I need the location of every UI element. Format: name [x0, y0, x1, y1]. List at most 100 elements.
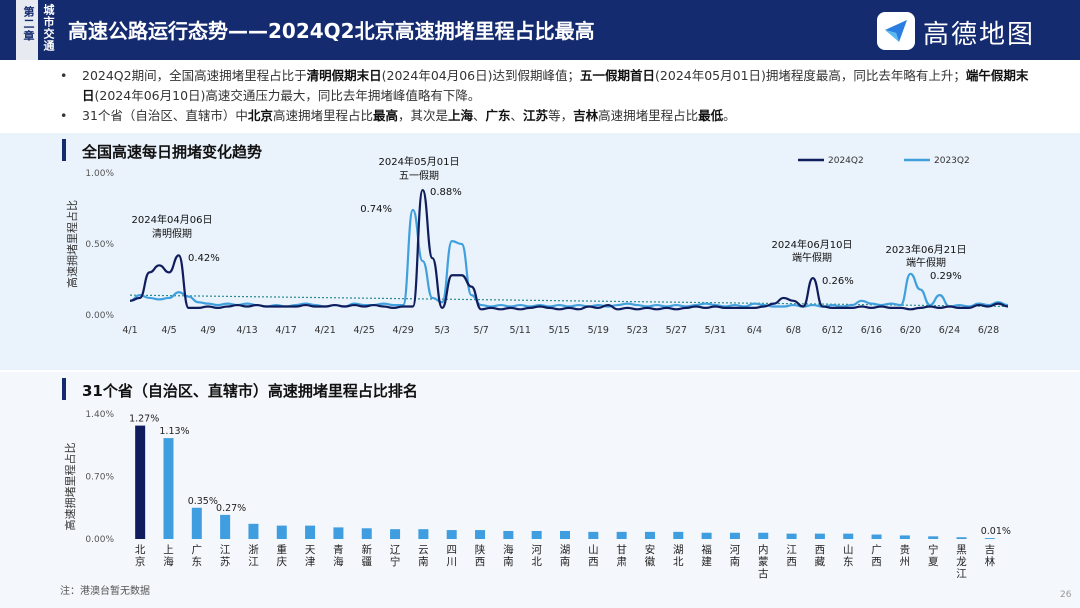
category-label: 海南	[503, 543, 514, 568]
annotation-event: 清明假期	[152, 227, 192, 240]
bar	[163, 438, 174, 539]
category-label: 山西	[588, 544, 599, 568]
annotation-date: 2024年05月01日	[379, 155, 460, 168]
bar	[758, 532, 769, 539]
bar	[616, 531, 627, 539]
bar	[956, 537, 967, 539]
y-tick-label: 1.00%	[85, 169, 114, 179]
bullet-text-run: 最高	[372, 108, 398, 123]
category-label: 安徽	[645, 543, 656, 568]
annotation-date: 2024年04月06日	[132, 213, 213, 226]
bullet-text-run: 2024Q2期间，全国高速拥堵里程占比于	[82, 68, 307, 83]
bar	[446, 530, 457, 539]
chapter-name: 城市交通	[42, 4, 55, 52]
series-line-2023Q2	[129, 208, 1009, 308]
bullet-text-run: 上海	[447, 108, 473, 123]
bar	[503, 530, 514, 539]
bar	[729, 532, 740, 539]
bar	[220, 514, 231, 539]
bullet-text-run: (2024年05月01日)拥堵程度最高，同比去年略有上升；	[655, 68, 966, 83]
bar	[135, 425, 146, 539]
bar	[276, 525, 287, 539]
bar	[333, 527, 344, 539]
bullet-text-run: 、	[510, 108, 524, 123]
bar	[361, 528, 372, 539]
category-label: 江苏	[220, 544, 231, 568]
bar	[305, 525, 316, 539]
x-tick-label: 5/23	[627, 325, 648, 336]
y-tick-label: 0.50%	[85, 240, 114, 250]
bar	[531, 530, 542, 539]
data-label: 0.27%	[216, 503, 246, 514]
section-title-trend: 全国高速每日拥堵变化趋势	[82, 143, 263, 161]
annotation-value: 0.29%	[930, 271, 962, 282]
section-title-ranking: 31个省（自治区、直辖市）高速拥堵里程占比排名	[82, 382, 418, 400]
bullet-text-run: 、	[473, 108, 486, 123]
bullet-text-run: 江苏	[523, 108, 549, 123]
x-tick-label: 5/27	[666, 325, 687, 336]
annotation-value: 0.42%	[188, 253, 220, 264]
x-tick-label: 6/16	[861, 325, 882, 336]
data-label: 1.27%	[129, 414, 159, 425]
data-label: 0.35%	[188, 496, 218, 507]
annotation-value: 0.88%	[430, 187, 462, 198]
category-label: 天津	[305, 544, 316, 568]
bullet-text-run: 清明假期末日	[306, 68, 382, 83]
bar	[418, 529, 429, 539]
header-bar: 第二章 城市交通 高速公路运行态势——2024Q2北京高速拥堵里程占比最高 高德…	[0, 0, 1080, 60]
x-tick-label: 5/19	[588, 325, 609, 336]
category-label: 辽宁	[390, 544, 401, 568]
bar	[843, 533, 854, 539]
bar	[390, 529, 401, 539]
chapter-tab: 第二章	[16, 0, 38, 60]
y-tick-label: 1.40%	[85, 410, 114, 420]
x-tick-label: 4/17	[275, 325, 296, 336]
bullet-2: 31个省（自治区、直辖市）中北京高速拥堵里程占比最高，其次是上海、广东、江苏等，…	[58, 106, 1038, 126]
bar	[248, 523, 259, 539]
category-label: 陕西	[475, 543, 486, 568]
category-label: 广西	[871, 544, 882, 568]
bar	[928, 536, 939, 539]
x-tick-label: 6/12	[822, 325, 843, 336]
x-tick-label: 5/3	[435, 325, 450, 336]
category-label: 重庆	[277, 543, 288, 568]
x-tick-label: 6/8	[786, 325, 801, 336]
bar	[871, 534, 882, 539]
bullet-text-run: 31个省（自治区、直辖市）中	[82, 108, 248, 123]
annotation-event: 五一假期	[399, 169, 439, 182]
x-tick-label: 4/21	[314, 325, 335, 336]
bar	[644, 531, 655, 539]
bar	[701, 532, 712, 539]
bullet-text-run: 高速拥堵里程占比	[598, 108, 699, 123]
category-label: 江西	[786, 544, 797, 568]
annotation-event: 端午假期	[906, 256, 946, 269]
bar	[786, 533, 797, 539]
category-label: 黑龙江	[956, 544, 967, 580]
bullet-text-run: 五一假期首日	[580, 68, 656, 83]
bar	[475, 530, 486, 539]
x-tick-label: 4/13	[236, 325, 257, 336]
bar	[560, 530, 570, 539]
bullet-1: 2024Q2期间，全国高速拥堵里程占比于清明假期末日(2024年04月06日)达…	[58, 66, 1038, 106]
bullet-text-run: 高速拥堵里程占比	[272, 108, 373, 123]
category-label: 浙江	[248, 544, 259, 568]
footnote: 注：港澳台暂无数据	[60, 586, 150, 597]
x-tick-label: 6/24	[939, 325, 960, 336]
annotation-date: 2023年06月21日	[886, 243, 967, 256]
y-tick-label: 0.00%	[85, 311, 114, 321]
x-tick-label: 4/25	[353, 325, 374, 336]
category-label: 甘肃	[616, 543, 627, 568]
y-axis-label: 高速拥堵里程占比	[63, 443, 77, 531]
ranking-chart-panel: 31个省（自治区、直辖市）高速拥堵里程占比排名 高速拥堵里程占比 0.00% 0.7…	[0, 372, 1080, 608]
category-label: 福建	[701, 543, 712, 568]
annotation-value: 0.26%	[822, 276, 854, 287]
amap-logo-icon	[877, 12, 915, 50]
bar	[899, 535, 910, 539]
x-tick-label: 4/9	[200, 325, 215, 336]
x-tick-label: 4/29	[392, 325, 413, 336]
category-label: 贵州	[900, 543, 911, 568]
bar	[588, 531, 599, 539]
bullet-text-run: 广东	[485, 108, 511, 123]
bullet-text-run: 北京	[247, 108, 273, 123]
x-tick-label: 6/28	[978, 325, 999, 336]
